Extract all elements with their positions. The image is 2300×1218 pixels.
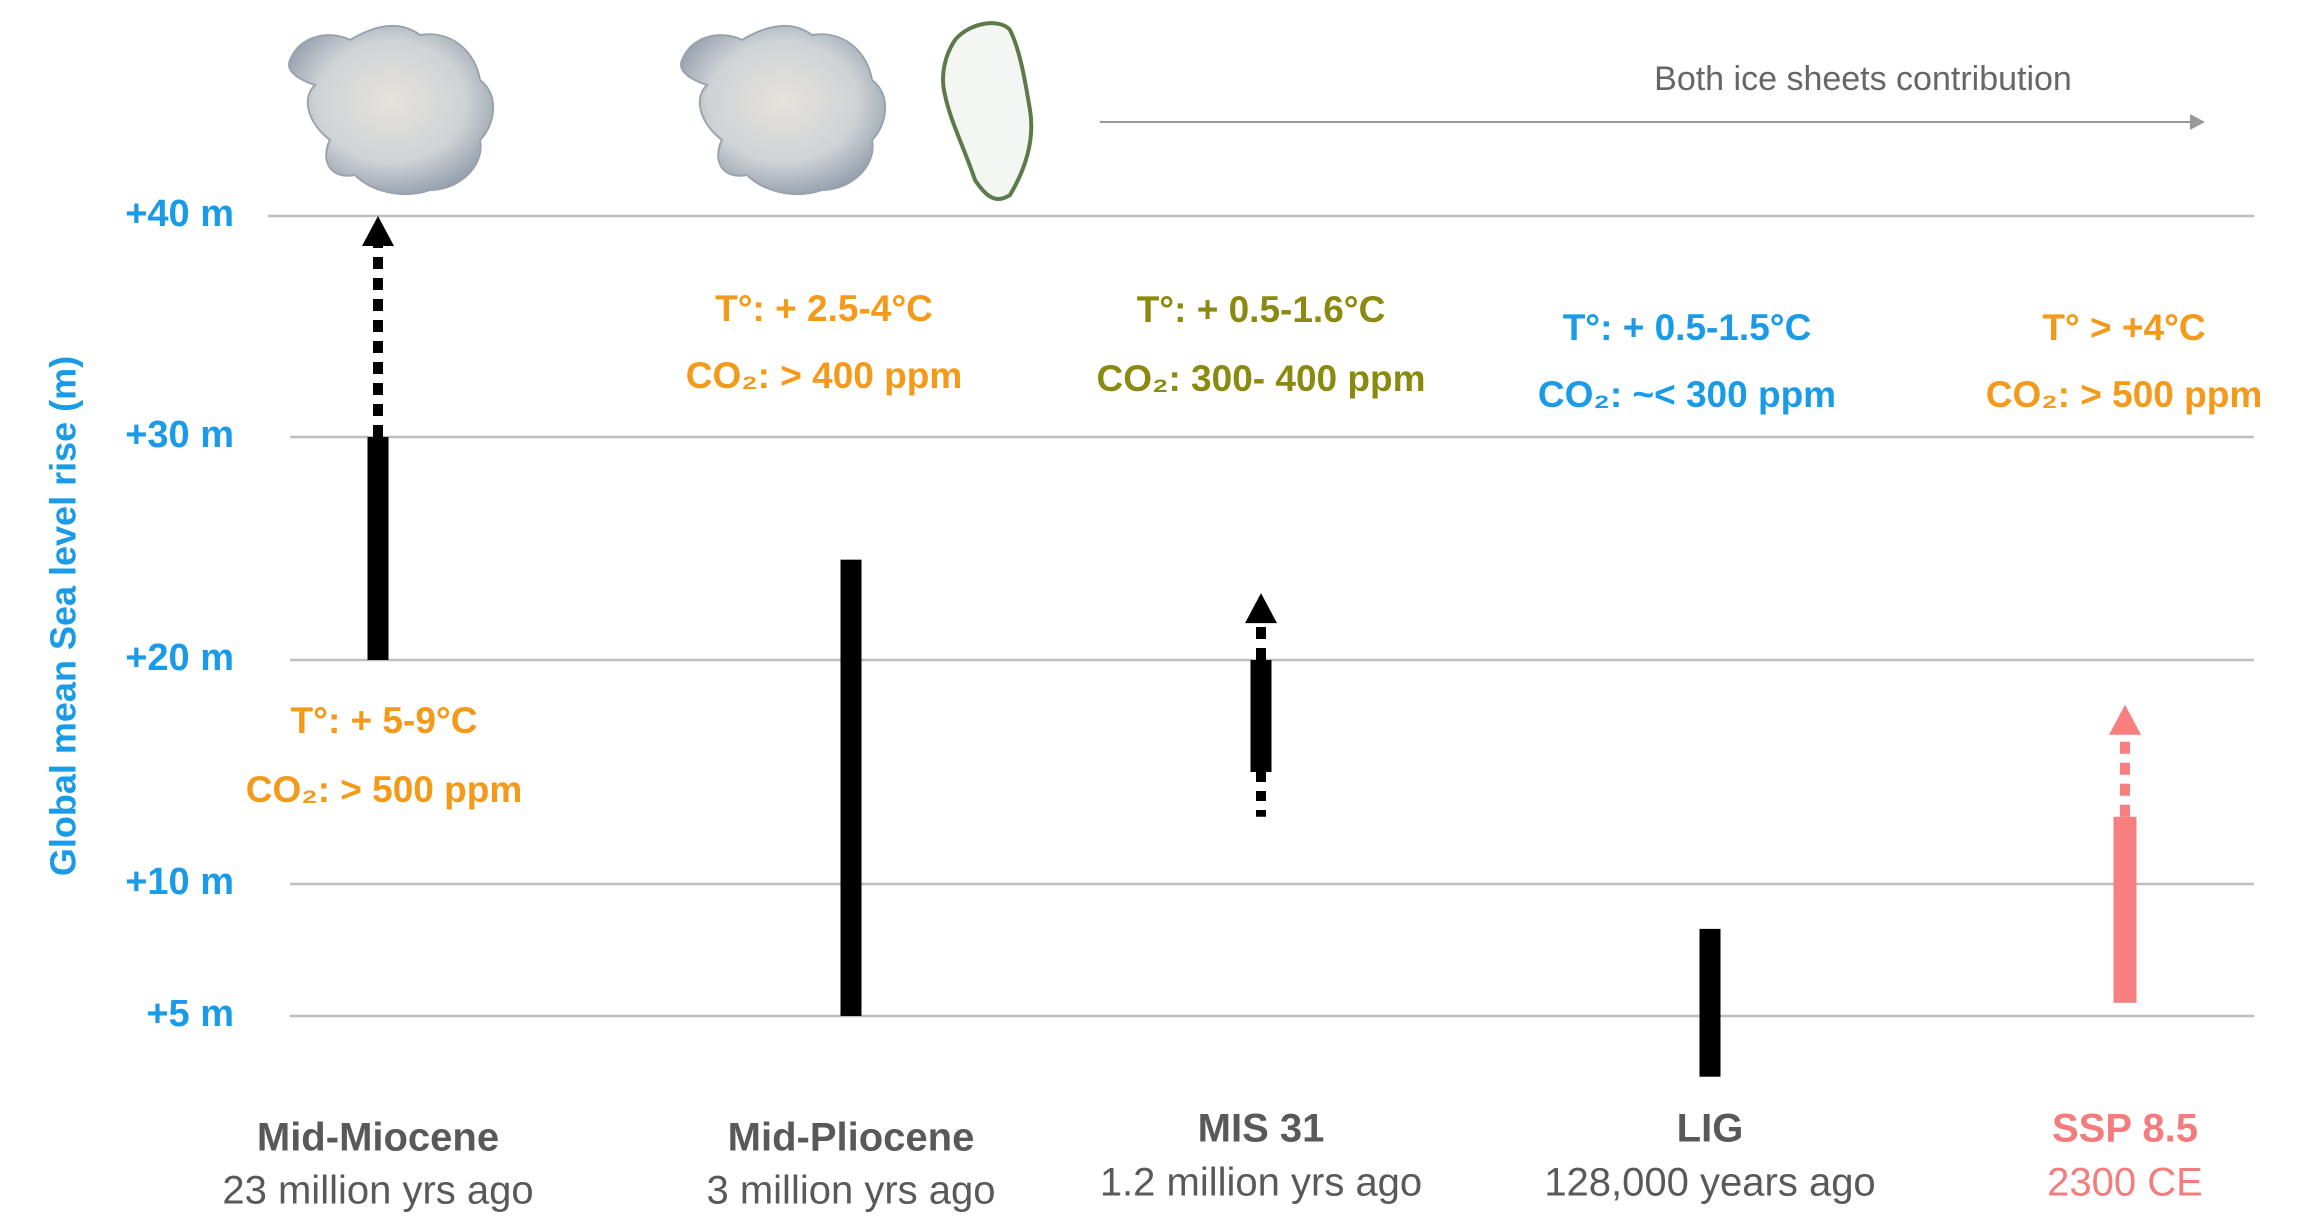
top-note: Both ice sheets contribution: [1654, 60, 2072, 98]
y-tick-label: +10 m: [125, 861, 234, 903]
range-bar: [2113, 816, 2137, 1003]
co2-note: CO₂: > 500 ppm: [246, 769, 523, 810]
category-subtitle: 128,000 years ago: [1544, 1161, 1875, 1205]
y-tick-label: +30 m: [125, 414, 234, 456]
co2-note: CO₂: 300- 400 ppm: [1097, 358, 1426, 399]
co2-note: CO₂: > 500 ppm: [1986, 374, 2263, 415]
y-axis-label: Global mean Sea level rise (m): [43, 356, 84, 876]
range-bar: [1250, 660, 1272, 772]
arrowhead: [362, 216, 394, 246]
range-bar: [367, 437, 389, 660]
y-tick-label: +40 m: [125, 193, 234, 235]
co2-note: CO₂: > 400 ppm: [686, 355, 963, 396]
category-label: Mid-Pliocene: [728, 1116, 975, 1160]
category-subtitle: 3 million yrs ago: [706, 1169, 995, 1213]
temperature-note: T°: + 0.5-1.6°C: [1137, 289, 1386, 330]
temperature-note: T° > +4°C: [2042, 307, 2205, 348]
co2-note: CO₂: ~< 300 ppm: [1538, 374, 1836, 415]
antarctica-icon: [288, 24, 495, 196]
y-tick-label: +5 m: [146, 993, 234, 1035]
category-subtitle: 23 million yrs ago: [222, 1169, 533, 1213]
category-label: Mid-Miocene: [257, 1116, 499, 1160]
range-bar: [840, 559, 862, 1016]
category-label: SSP 8.5: [2052, 1107, 2198, 1151]
arrowhead: [2109, 704, 2141, 735]
temperature-note: T°: + 0.5-1.5°C: [1563, 307, 1812, 348]
temperature-note: T°: + 2.5-4°C: [715, 288, 933, 329]
antarctica-icon: [680, 24, 887, 196]
arrowhead: [1245, 593, 1277, 624]
category-subtitle: 1.2 million yrs ago: [1100, 1161, 1422, 1205]
y-tick-label: +20 m: [125, 637, 234, 679]
category-label: MIS 31: [1198, 1107, 1325, 1151]
range-bar: [1699, 928, 1721, 1077]
greenland-icon: [941, 21, 1034, 201]
category-subtitle: 2300 CE: [2047, 1161, 2203, 1205]
contribution-arrowhead: [2190, 114, 2205, 130]
temperature-note: T°: + 5-9°C: [291, 700, 478, 741]
category-label: LIG: [1677, 1107, 1744, 1151]
